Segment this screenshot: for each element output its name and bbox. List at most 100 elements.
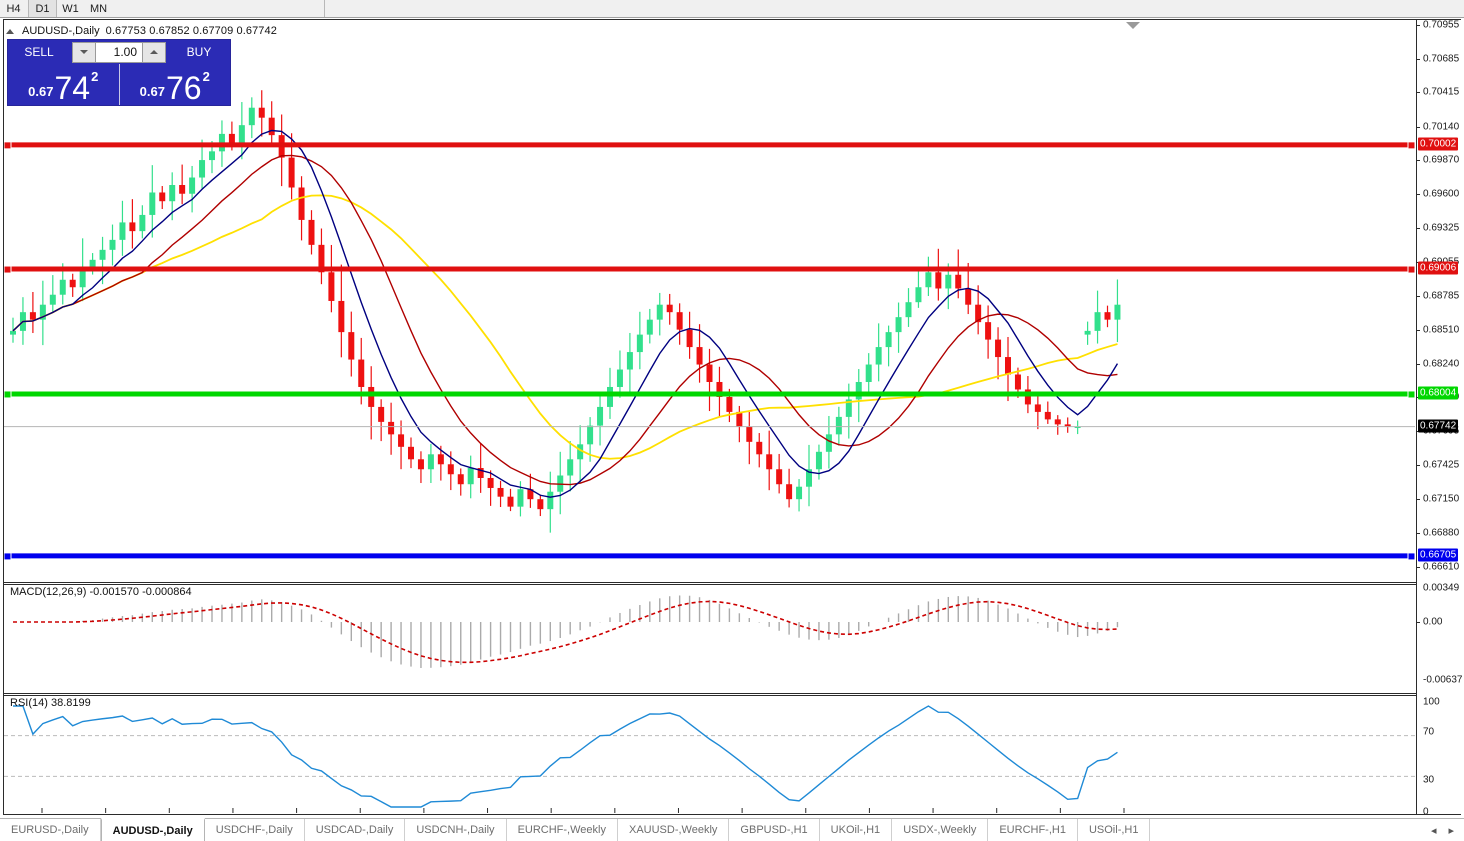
candlestick[interactable] [736, 411, 743, 427]
macd-indicator-plot[interactable] [4, 586, 1415, 688]
candlestick[interactable] [1034, 404, 1041, 412]
candlestick[interactable] [686, 329, 693, 348]
candlestick[interactable] [905, 302, 912, 318]
level-handle-left-target-line[interactable] [4, 552, 12, 561]
candlestick[interactable] [567, 459, 574, 476]
candlestick[interactable] [865, 364, 872, 382]
candlestick[interactable] [179, 185, 186, 194]
candlestick[interactable] [766, 454, 773, 470]
level-handle-right-resistance-line[interactable] [1407, 141, 1415, 150]
timeframe-button-d1[interactable]: D1 [28, 0, 57, 17]
chart-tab-eurchfweekly[interactable]: EURCHF-,Weekly [507, 819, 618, 841]
price-scale[interactable]: 0.70955 0.70685 0.70415 0.70140 0.69870 0.696… [1416, 20, 1462, 818]
candlestick[interactable] [199, 160, 206, 178]
candlestick[interactable] [169, 185, 176, 202]
candlestick[interactable] [1114, 304, 1121, 320]
price-tag-resistance-line[interactable]: 0.70002 [1418, 137, 1459, 151]
price-tag-last-price[interactable]: 0.67742 [1418, 419, 1459, 433]
chart-tab-xauusdweekly[interactable]: XAUUSD-,Weekly [618, 819, 730, 841]
candlestick[interactable] [925, 272, 932, 288]
candlestick[interactable] [1005, 357, 1011, 375]
chart-tab-eurchfh1[interactable]: EURCHF-,H1 [988, 819, 1078, 841]
candlestick[interactable] [955, 274, 962, 289]
candlestick[interactable] [815, 451, 822, 470]
candlestick[interactable] [845, 399, 852, 417]
candlestick[interactable] [1084, 330, 1091, 335]
candlestick[interactable] [328, 272, 335, 301]
candlestick[interactable] [437, 454, 444, 465]
candlestick[interactable] [626, 352, 633, 370]
timeframe-button-mn[interactable]: MN [89, 2, 108, 15]
candlestick[interactable] [427, 454, 434, 470]
candlestick[interactable] [497, 487, 504, 497]
buy-price[interactable]: 0.67 76 2 [120, 64, 231, 105]
candlestick[interactable] [696, 347, 703, 365]
candlestick[interactable] [109, 239, 116, 250]
candlestick[interactable] [139, 214, 146, 232]
candlestick[interactable] [59, 279, 66, 295]
chart-tab-gbpusdh1[interactable]: GBPUSD-,H1 [729, 819, 820, 841]
candlestick[interactable] [806, 469, 812, 487]
sell-price[interactable]: 0.67 74 2 [8, 64, 120, 105]
price-tag-support-line[interactable]: 0.68004 [1418, 386, 1459, 400]
candlestick[interactable] [238, 125, 245, 143]
chart-tab-ukoilh1[interactable]: UKOil-,H1 [820, 819, 893, 841]
candlestick[interactable] [616, 369, 623, 387]
candlestick[interactable] [1074, 426, 1081, 429]
candlestick[interactable] [467, 468, 474, 485]
candlestick[interactable] [676, 312, 683, 330]
candlestick[interactable] [835, 416, 842, 435]
candlestick[interactable] [1014, 374, 1021, 390]
candlestick[interactable] [119, 222, 126, 240]
level-handle-left-resistance-line[interactable] [4, 141, 12, 150]
candlestick[interactable] [577, 444, 584, 460]
chart-collapse-icon[interactable] [1126, 22, 1140, 29]
candlestick[interactable] [945, 274, 952, 289]
sell-button[interactable]: SELL [8, 40, 70, 64]
candlestick[interactable] [457, 474, 464, 485]
candlestick[interactable] [487, 477, 494, 488]
candlestick[interactable] [129, 222, 136, 232]
chart-tab-usdchfdaily[interactable]: USDCHF-,Daily [205, 819, 305, 841]
candlestick[interactable] [99, 249, 106, 260]
candlestick[interactable] [975, 304, 982, 323]
candlestick[interactable] [706, 364, 713, 382]
candlestick[interactable] [29, 312, 36, 320]
candlestick[interactable] [248, 107, 255, 126]
candlestick[interactable] [49, 294, 56, 305]
candlestick[interactable] [258, 107, 265, 118]
candlestick[interactable] [985, 322, 992, 340]
candlestick[interactable] [39, 304, 46, 320]
candlestick[interactable] [308, 219, 315, 245]
chart-tab-usdcaddaily[interactable]: USDCAD-,Daily [305, 819, 406, 841]
candlestick[interactable] [1104, 312, 1111, 320]
chart-tab-audusddaily[interactable]: AUDUSD-,Daily [100, 818, 205, 841]
candlestick[interactable] [1054, 419, 1061, 425]
candlestick[interactable] [855, 381, 862, 400]
candlestick[interactable] [318, 244, 325, 273]
chart-tab-eurusddaily[interactable]: EURUSD-,Daily [0, 819, 101, 841]
level-handle-right-resistance-line[interactable] [1407, 265, 1415, 274]
candlestick[interactable] [935, 272, 942, 289]
rsi-indicator-plot[interactable] [4, 697, 1415, 814]
candlestick[interactable] [746, 426, 753, 442]
candlestick[interactable] [1094, 312, 1101, 331]
candlestick[interactable] [1064, 424, 1071, 427]
timeframe-button-h4[interactable]: H4 [6, 2, 21, 15]
candlestick[interactable] [726, 396, 733, 412]
candlestick[interactable] [776, 469, 783, 485]
candlestick[interactable] [527, 489, 534, 500]
candlestick[interactable] [149, 192, 156, 215]
candlestick[interactable] [517, 489, 524, 507]
volume-decrease-button[interactable] [72, 41, 96, 63]
candlestick[interactable] [537, 499, 544, 510]
candlestick[interactable] [587, 425, 594, 445]
candlestick[interactable] [368, 386, 375, 407]
candlestick[interactable] [348, 332, 355, 360]
candlestick[interactable] [447, 464, 454, 475]
candlestick[interactable] [656, 304, 663, 320]
chart-tab-usoilh1[interactable]: USOil-,H1 [1078, 819, 1151, 841]
buy-button[interactable]: BUY [168, 40, 230, 64]
candlestick[interactable] [995, 339, 1002, 358]
candlestick[interactable] [646, 319, 653, 335]
